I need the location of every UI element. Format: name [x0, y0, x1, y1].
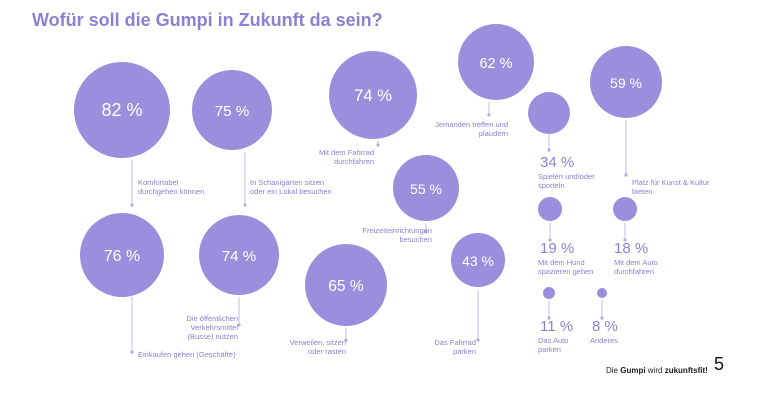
bubble	[543, 287, 555, 299]
footer-text: Die Gumpi wird zukunftsfit!	[606, 366, 708, 375]
category-label: Verweilen, sitzen oder rasten	[289, 338, 346, 356]
bubble	[305, 244, 387, 326]
bubble	[199, 215, 279, 295]
connector-dot	[547, 316, 551, 320]
bubble-value-label: 43 %	[462, 253, 494, 269]
category-label: Mit dem Fahrrad durchfahren	[318, 148, 374, 166]
connector-dot	[600, 316, 604, 320]
category-label: Das Auto parken	[538, 336, 569, 354]
connector-dot	[623, 238, 627, 242]
bubble	[590, 46, 662, 118]
page-number: 5	[714, 354, 725, 374]
category-label: In Schanigärten sitzen oder ein Lokal be…	[250, 178, 332, 196]
footer-bold: zukunftsfit!	[664, 366, 708, 375]
category-label: Jemanden treffen und plaudern	[435, 120, 508, 138]
category-label: Das Fahrrad parken	[434, 338, 476, 356]
connector-dot	[344, 338, 348, 342]
bubble-value-label: 75 %	[215, 103, 250, 120]
category-label: Platz für Kunst & Kultur bieten	[632, 178, 710, 196]
category-label: Einkaufen gehen (Geschäfte)	[138, 350, 236, 359]
bubble	[458, 24, 534, 100]
value-label: 19 %	[540, 240, 575, 257]
category-label: Spielen und/oder sporteln	[538, 172, 595, 190]
bubble	[80, 213, 164, 297]
value-label: 18 %	[614, 240, 649, 257]
category-label: Komfortabel durchgehen können	[138, 178, 205, 196]
value-label: 8 %	[592, 318, 618, 335]
chart-title: Wofür soll die Gumpi in Zukunft da sein?	[32, 10, 383, 30]
bubble-value-label: 74 %	[222, 248, 257, 265]
category-label: Freizeiteinrichtungen besuchen	[362, 226, 432, 244]
category-label: Anderes	[590, 336, 618, 345]
connector-dot	[376, 143, 380, 147]
connector-dot	[424, 230, 428, 234]
bubble	[329, 51, 417, 139]
category-label: Die öffentlichen Verkehrsmittel (Busse) …	[186, 314, 238, 341]
bubble	[192, 70, 272, 150]
connector-dot	[624, 173, 628, 177]
bubble	[393, 155, 459, 221]
value-label: 11 %	[540, 318, 574, 335]
bubble	[597, 288, 607, 298]
footer-mid: wird	[645, 366, 665, 375]
connector-dot	[548, 238, 552, 242]
connector-dot	[130, 203, 134, 207]
bubble	[613, 197, 637, 221]
bubble	[538, 197, 562, 221]
connector-dot	[487, 113, 491, 117]
connector-dot	[547, 148, 551, 152]
category-label: Mit dem Auto durchfahren	[614, 258, 658, 276]
value-label: 34 %	[540, 154, 575, 171]
connector-dot	[130, 350, 134, 354]
bubble-value-label: 59 %	[610, 75, 642, 91]
bubble	[451, 233, 505, 287]
connector-dot	[476, 338, 480, 342]
bubble-value-label: 65 %	[328, 278, 364, 295]
bubble	[74, 62, 170, 158]
connector-dot	[237, 323, 241, 327]
footer-gumpi: Gumpi	[620, 366, 646, 375]
bubble	[528, 92, 570, 134]
bubble-value-label: 82 %	[101, 100, 142, 120]
footer-pre: Die	[606, 366, 621, 375]
bubble-value-label: 76 %	[104, 248, 140, 265]
category-label: Mit dem Hund spazieren gehen	[538, 258, 594, 276]
bubble-value-label: 55 %	[410, 181, 442, 197]
connector-dot	[243, 203, 247, 207]
bubble-value-label: 62 %	[480, 56, 513, 72]
bubble-value-label: 74 %	[354, 86, 392, 105]
